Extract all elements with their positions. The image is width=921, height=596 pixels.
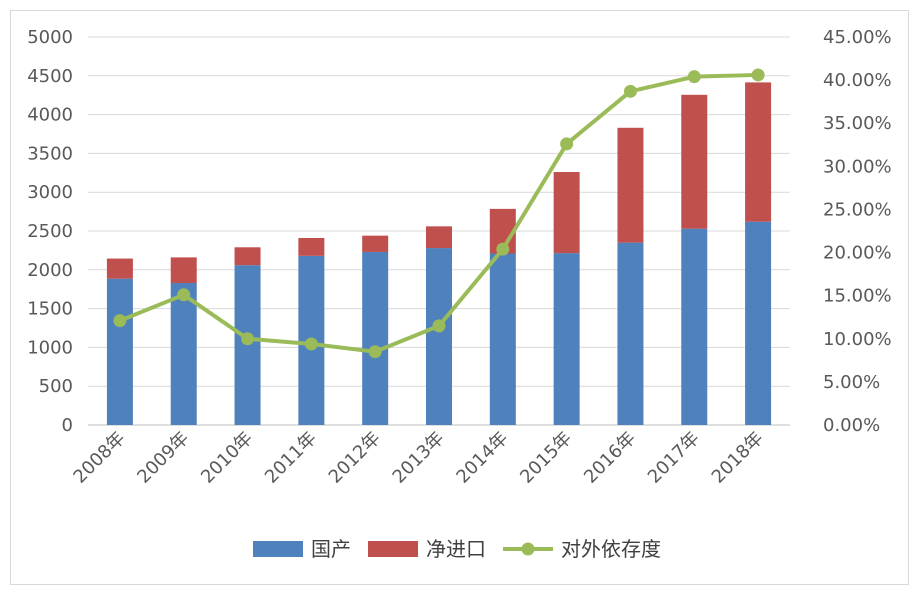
bar-net-import <box>362 235 389 252</box>
y-axis-left: 0 500 1000 1500 2000 2500 3000 3500 4000 4500 5000 <box>27 27 73 436</box>
y-right-tick-label: 0.00% <box>823 415 880 436</box>
gridlines <box>88 36 790 426</box>
line-point <box>560 137 574 151</box>
bar-domestic <box>617 242 644 425</box>
y-left-tick-label: 4500 <box>27 66 73 87</box>
bar-net-import <box>617 127 644 243</box>
bars-group <box>106 82 772 425</box>
line-point <box>241 332 255 346</box>
line-point <box>623 84 637 98</box>
y-left-tick-label: 2000 <box>27 260 73 281</box>
x-tick-label: 2018年 <box>708 428 768 488</box>
y-right-tick-label: 25.00% <box>823 199 892 220</box>
y-right-tick-label: 35.00% <box>823 113 892 134</box>
x-tick-label: 2016年 <box>580 428 640 488</box>
y-right-tick-label: 30.00% <box>823 156 892 177</box>
bar-net-import <box>106 258 133 279</box>
bar-net-import <box>745 82 772 222</box>
bar-domestic <box>170 282 197 425</box>
y-right-tick-label: 15.00% <box>823 286 892 307</box>
y-right-tick-label: 40.00% <box>823 70 892 91</box>
legend-label-dependency: 对外依存度 <box>561 537 661 561</box>
x-tick-label: 2010年 <box>197 428 257 488</box>
y-axis-right: 0.00% 5.00% 10.00% 15.00% 20.00% 25.00% 30.00%… <box>823 27 892 436</box>
x-tick-label: 2011年 <box>261 428 321 488</box>
y-left-tick-label: 2500 <box>27 221 73 242</box>
y-right-tick-label: 20.00% <box>823 243 892 264</box>
bar-domestic <box>745 221 772 425</box>
bar-net-import <box>426 226 452 249</box>
x-tick-label: 2015年 <box>516 428 576 488</box>
bar-domestic <box>681 228 708 425</box>
x-axis: 2008年 2009年 2010年 2011年 2012年 2013年 2014年 2015年… <box>69 428 767 488</box>
x-tick-label: 2017年 <box>644 428 704 488</box>
bar-domestic <box>106 278 133 425</box>
legend-swatch-net-import <box>368 541 418 557</box>
line-point <box>432 319 446 333</box>
line-point <box>687 70 701 84</box>
legend-label-domestic: 国产 <box>311 537 351 561</box>
x-tick-label: 2013年 <box>389 428 449 488</box>
x-tick-label: 2008年 <box>69 428 129 488</box>
y-left-tick-label: 0 <box>62 415 73 436</box>
bar-net-import <box>681 94 708 229</box>
legend-swatch-domestic <box>253 541 303 557</box>
line-series-group <box>113 68 765 359</box>
bar-domestic <box>489 253 516 425</box>
y-left-tick-label: 5000 <box>27 27 73 48</box>
bar-domestic <box>426 248 452 425</box>
y-left-tick-label: 3000 <box>27 182 73 203</box>
y-right-tick-label: 5.00% <box>823 372 880 393</box>
bar-net-import <box>298 237 325 256</box>
line-point <box>751 68 765 82</box>
y-left-tick-label: 1000 <box>27 337 73 358</box>
bar-domestic <box>362 251 389 425</box>
line-point <box>496 242 510 256</box>
bar-domestic <box>553 253 580 425</box>
legend: 国产 净进口 对外依存度 <box>253 537 661 561</box>
y-left-tick-label: 4000 <box>27 105 73 126</box>
y-left-tick-label: 500 <box>39 376 73 397</box>
x-tick-label: 2012年 <box>325 428 385 488</box>
bar-net-import <box>234 247 261 266</box>
legend-marker-dependency <box>521 542 535 556</box>
line-point <box>177 288 191 302</box>
y-right-tick-label: 10.00% <box>823 329 892 350</box>
y-left-tick-label: 1500 <box>27 299 73 320</box>
line-point <box>113 314 127 328</box>
y-left-tick-label: 3500 <box>27 143 73 164</box>
bar-net-import <box>170 257 197 283</box>
x-tick-label: 2009年 <box>133 428 193 488</box>
line-point <box>368 345 382 359</box>
y-right-tick-label: 45.00% <box>823 27 892 48</box>
bar-net-import <box>553 172 580 254</box>
line-point <box>304 337 318 351</box>
legend-label-net-import: 净进口 <box>426 537 486 561</box>
x-tick-label: 2014年 <box>452 428 512 488</box>
